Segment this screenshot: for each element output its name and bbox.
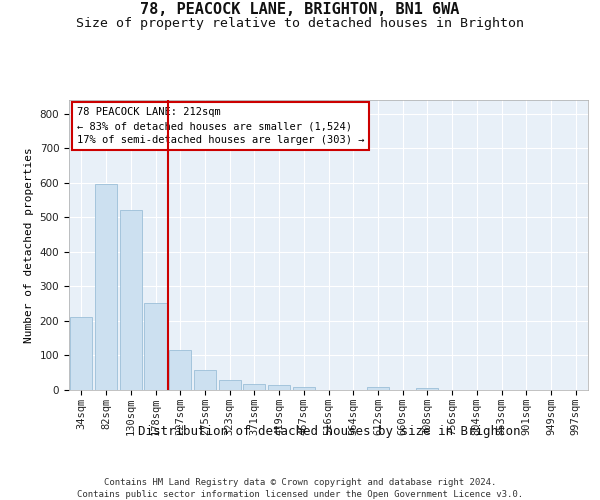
Bar xyxy=(367,387,389,390)
Text: 78 PEACOCK LANE: 212sqm
← 83% of detached houses are smaller (1,524)
17% of semi: 78 PEACOCK LANE: 212sqm ← 83% of detache… xyxy=(77,108,364,146)
Bar xyxy=(243,384,265,390)
Bar xyxy=(293,386,315,390)
Bar xyxy=(145,302,167,390)
Bar xyxy=(218,380,241,390)
Text: Size of property relative to detached houses in Brighton: Size of property relative to detached ho… xyxy=(76,18,524,30)
Bar xyxy=(268,385,290,390)
Bar xyxy=(95,184,117,390)
Text: 78, PEACOCK LANE, BRIGHTON, BN1 6WA: 78, PEACOCK LANE, BRIGHTON, BN1 6WA xyxy=(140,2,460,18)
Text: Contains HM Land Registry data © Crown copyright and database right 2024.
Contai: Contains HM Land Registry data © Crown c… xyxy=(77,478,523,499)
Bar xyxy=(119,210,142,390)
Bar xyxy=(194,370,216,390)
Bar xyxy=(169,350,191,390)
Y-axis label: Number of detached properties: Number of detached properties xyxy=(24,147,34,343)
Bar xyxy=(416,388,439,390)
Text: Distribution of detached houses by size in Brighton: Distribution of detached houses by size … xyxy=(137,424,520,438)
Bar xyxy=(70,317,92,390)
